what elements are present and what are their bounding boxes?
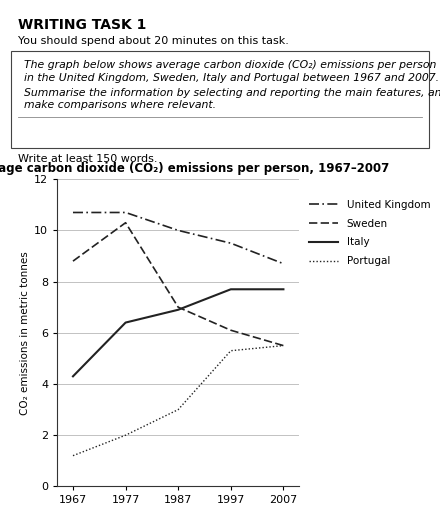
Text: The graph below shows average carbon dioxide (CO₂) emissions per person: The graph below shows average carbon dio… bbox=[24, 60, 436, 71]
Text: make comparisons where relevant.: make comparisons where relevant. bbox=[24, 100, 216, 111]
Y-axis label: CO₂ emissions in metric tonnes: CO₂ emissions in metric tonnes bbox=[20, 251, 30, 415]
Text: Summarise the information by selecting and reporting the main features, and: Summarise the information by selecting a… bbox=[24, 88, 440, 98]
Text: Write at least 150 words.: Write at least 150 words. bbox=[18, 154, 157, 164]
Title: Average carbon dioxide (CO₂) emissions per person, 1967–2007: Average carbon dioxide (CO₂) emissions p… bbox=[0, 162, 389, 175]
Text: You should spend about 20 minutes on this task.: You should spend about 20 minutes on thi… bbox=[18, 36, 289, 46]
Text: WRITING TASK 1: WRITING TASK 1 bbox=[18, 18, 146, 32]
Legend: United Kingdom, Sweden, Italy, Portugal: United Kingdom, Sweden, Italy, Portugal bbox=[309, 200, 430, 266]
Text: in the United Kingdom, Sweden, Italy and Portugal between 1967 and 2007.: in the United Kingdom, Sweden, Italy and… bbox=[24, 73, 439, 83]
